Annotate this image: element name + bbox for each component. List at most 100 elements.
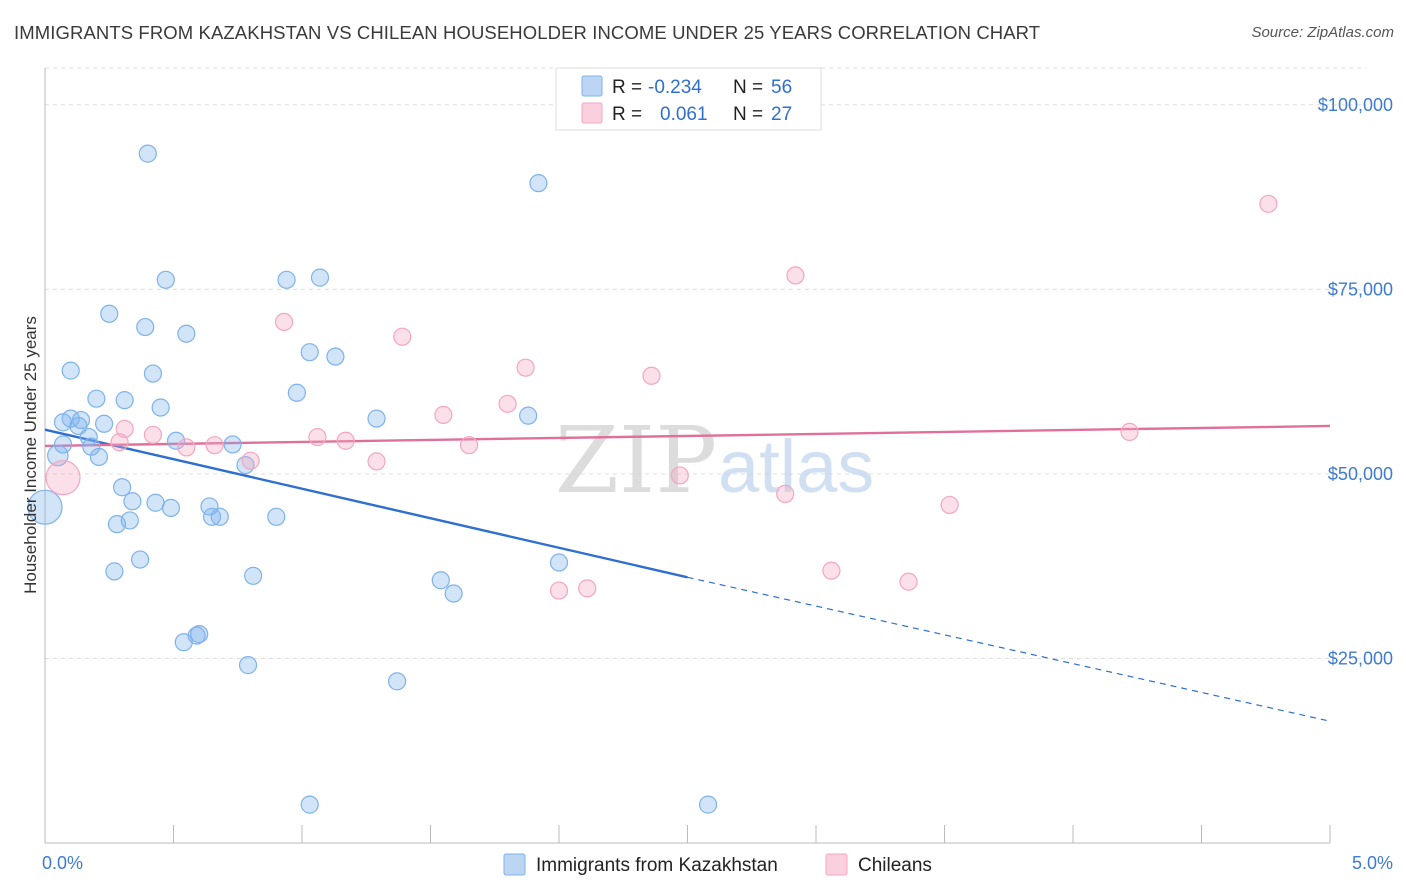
trend-line-1 [44, 424, 1331, 448]
point-1-21 [786, 266, 805, 285]
x-tick-label-1: 5.0% [1352, 853, 1393, 873]
point-1-15 [516, 358, 535, 377]
tick-labels: $25,000 $50,000 $75,000 $100,000 0.0% 5.0% [42, 95, 1393, 873]
y-tick-label-3: $100,000 [1318, 95, 1393, 115]
point-0-50 [444, 584, 463, 603]
point-0-25 [151, 398, 170, 417]
point-1-26 [1259, 194, 1278, 213]
point-0-32 [190, 625, 209, 644]
y-tick-label-1: $50,000 [1328, 464, 1393, 484]
point-0-28 [166, 431, 186, 450]
y-tick-label-0: $25,000 [1328, 648, 1393, 668]
stats-n-label-0: N = [733, 77, 763, 98]
point-0-46 [326, 347, 345, 366]
point-0-21 [136, 317, 155, 337]
point-0-48 [387, 672, 407, 691]
point-1-3 [143, 425, 163, 444]
point-1-25 [1120, 422, 1139, 441]
point-0-26 [156, 270, 175, 289]
point-1-6 [241, 451, 260, 470]
y-tick-label-2: $75,000 [1328, 279, 1393, 299]
watermark: ZIP atlas [555, 407, 874, 514]
point-1-10 [367, 452, 386, 471]
point-1-22 [822, 561, 841, 580]
point-0-41 [277, 270, 296, 289]
point-1-18 [642, 366, 661, 385]
point-0-34 [202, 507, 222, 526]
point-0-2 [53, 435, 73, 454]
point-0-43 [300, 795, 319, 814]
trend-line-0 [44, 428, 688, 579]
stats-legend: R = -0.234 N = 56 R = 0.061 N = 27 [555, 67, 822, 131]
stats-r-label-0: R = [612, 77, 642, 98]
point-1-14 [498, 394, 517, 413]
point-0-45 [310, 268, 330, 287]
point-0-19 [123, 492, 142, 511]
point-0-51 [519, 406, 538, 425]
point-1-13 [459, 436, 479, 455]
point-0-42 [287, 383, 306, 402]
point-0-22 [138, 144, 157, 163]
point-0-5 [61, 361, 80, 380]
stats-r-value-1: 0.061 [660, 104, 708, 125]
stats-n-value-0: 56 [771, 77, 792, 98]
axes [44, 68, 1331, 844]
point-1-16 [549, 581, 569, 600]
point-0-27 [161, 498, 181, 518]
point-0-35 [210, 507, 229, 526]
stats-swatch-chileans [581, 102, 603, 124]
watermark-atlas: atlas [718, 425, 874, 508]
point-1-8 [308, 427, 327, 447]
point-0-23 [143, 364, 163, 383]
point-0-11 [89, 447, 109, 467]
stats-swatch-kazakhstan [581, 75, 603, 97]
grid-lines [45, 67, 1366, 659]
legend-swatch-chileans [825, 853, 848, 876]
point-1-0 [45, 460, 81, 496]
point-0-17 [115, 391, 134, 410]
point-1-5 [205, 436, 224, 455]
point-0-47 [367, 409, 386, 428]
point-1-9 [336, 431, 355, 450]
legend-label-chileans: Chileans [858, 855, 932, 876]
point-0-18 [120, 511, 139, 530]
legend-label-kazakhstan: Immigrants from Kazakhstan [536, 855, 778, 876]
point-0-7 [71, 410, 91, 430]
point-0-40 [267, 507, 286, 526]
point-1-7 [274, 312, 294, 332]
point-0-36 [223, 435, 242, 454]
point-0-16 [112, 478, 132, 497]
source-label: Source: ZipAtlas.com [1251, 24, 1394, 41]
point-0-12 [95, 414, 114, 433]
point-1-19 [670, 466, 689, 485]
point-1-4 [177, 438, 196, 457]
point-0-44 [300, 343, 319, 362]
trend-lines [44, 424, 1331, 722]
point-0-52 [529, 174, 548, 193]
point-0-38 [238, 656, 258, 675]
point-1-2 [115, 419, 134, 439]
point-0-54 [698, 795, 718, 814]
data-points [27, 144, 1278, 814]
point-1-12 [434, 405, 453, 425]
point-1-17 [578, 579, 597, 598]
stats-r-label-1: R = [612, 104, 642, 125]
point-0-13 [100, 304, 119, 323]
stats-n-label-1: N = [733, 104, 763, 125]
point-0-30 [177, 324, 196, 343]
point-0-0 [27, 489, 63, 525]
point-0-39 [244, 566, 263, 585]
point-0-14 [105, 562, 124, 581]
point-0-10 [87, 389, 106, 408]
x-tick-label-0: 0.0% [42, 853, 83, 873]
trend-line-dashed-0 [687, 576, 1331, 722]
point-0-53 [549, 553, 569, 572]
point-1-20 [776, 484, 795, 503]
point-1-23 [899, 572, 918, 591]
point-0-20 [130, 550, 150, 569]
point-1-11 [393, 327, 412, 346]
chart-title: IMMIGRANTS FROM KAZAKHSTAN VS CHILEAN HO… [14, 22, 1041, 43]
y-axis-label: Householder Income Under 25 years [21, 316, 40, 594]
point-0-49 [431, 571, 450, 590]
watermark-zip: ZIP [555, 407, 717, 514]
